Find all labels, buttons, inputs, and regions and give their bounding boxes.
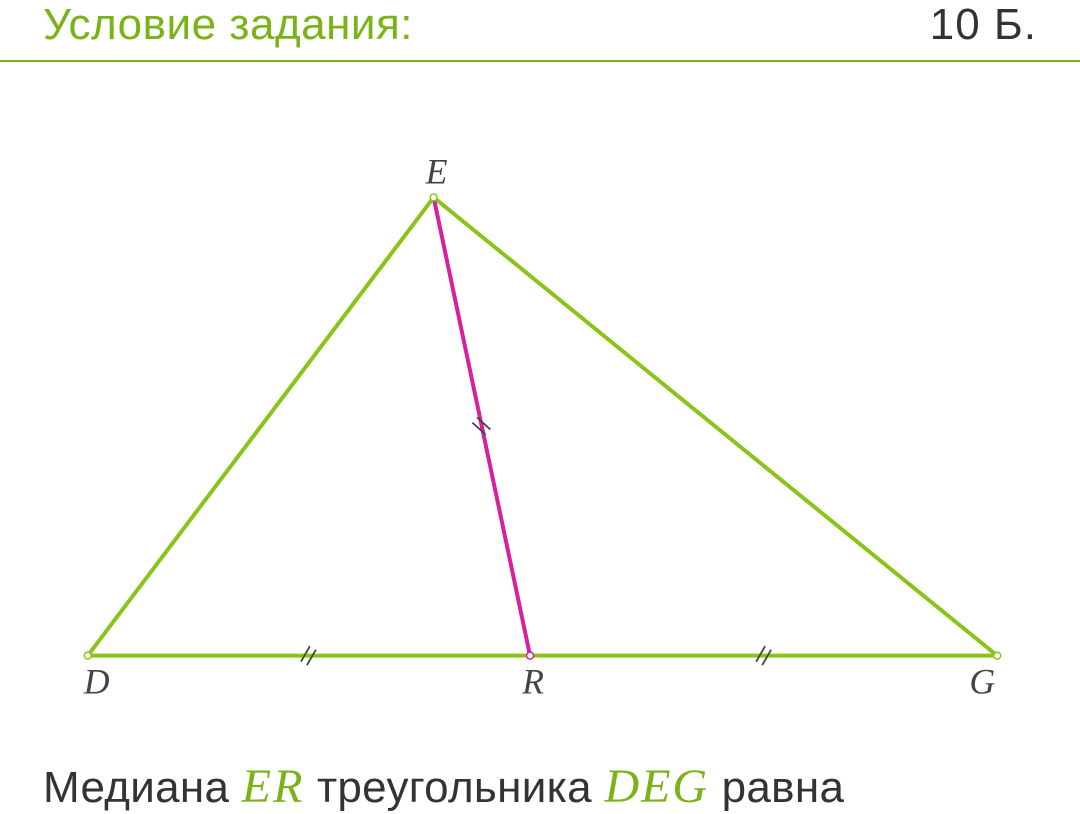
side-EG — [434, 197, 998, 655]
triangle-diagram: D E G R — [43, 122, 1037, 742]
math-variable-ER: ER — [242, 760, 305, 813]
vertex-label-G: G — [969, 661, 995, 701]
task-condition-title: Условие задания: — [43, 0, 413, 50]
task-text-mid: треугольника — [317, 763, 604, 812]
task-text: Медиана ER треугольника DEG равна — [43, 759, 844, 814]
task-points: 10 Б. — [930, 0, 1037, 50]
vertex-dot-R — [527, 652, 534, 659]
task-text-suffix: равна — [722, 763, 845, 812]
vertex-label-D: D — [83, 661, 110, 701]
header: Условие задания: 10 Б. — [0, 0, 1080, 62]
vertex-label-R: R — [521, 661, 544, 701]
task-text-prefix: Медиана — [43, 763, 242, 812]
vertex-label-E: E — [425, 152, 448, 192]
vertex-dot-E — [430, 194, 437, 201]
math-variable-DEG: DEG — [604, 760, 709, 813]
vertex-dot-D — [84, 652, 91, 659]
diagram-container: D E G R — [0, 62, 1080, 747]
side-DE — [88, 197, 434, 655]
vertex-dot-G — [994, 652, 1001, 659]
